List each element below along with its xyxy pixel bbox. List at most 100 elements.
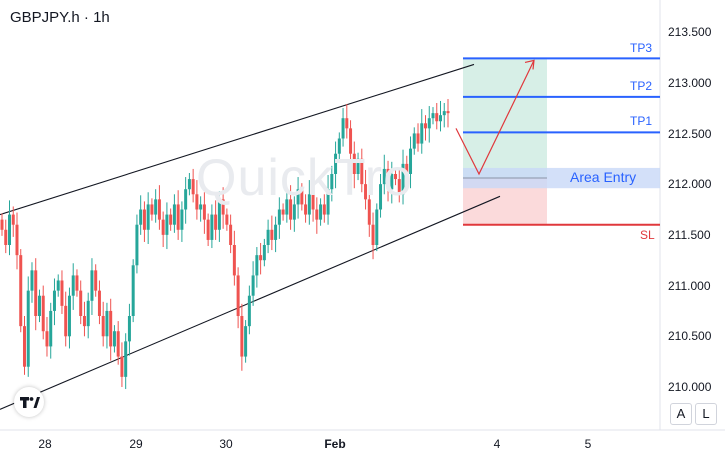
candle-body — [15, 224, 19, 256]
candle-body — [105, 310, 109, 337]
candle-body — [67, 295, 71, 337]
projection-path — [455, 60, 535, 176]
candle-body — [405, 163, 409, 174]
candle-body — [255, 255, 259, 276]
candle-body — [322, 204, 326, 215]
candle-body — [300, 189, 304, 205]
candle-body — [172, 204, 176, 225]
candle-body — [420, 123, 424, 144]
candle-body — [352, 153, 356, 174]
candle-body — [435, 113, 439, 122]
candle-body — [270, 229, 274, 240]
candle-body — [34, 270, 38, 316]
candle-body — [127, 316, 131, 342]
candle-body — [311, 194, 315, 210]
candle-body — [232, 245, 236, 276]
candle-body — [274, 224, 278, 240]
area-entry-label: Area Entry — [570, 169, 637, 185]
candle-body — [375, 209, 379, 245]
candle-body — [229, 224, 233, 245]
tradingview-logo[interactable] — [14, 387, 44, 417]
y-tick-label: 211.500 — [668, 228, 711, 242]
candle-body — [225, 214, 229, 225]
candle-body — [116, 331, 120, 357]
candle-body — [337, 138, 341, 154]
candle-body — [247, 295, 251, 327]
candle-body — [427, 118, 431, 129]
candle-body — [79, 290, 83, 316]
candle-body — [97, 290, 101, 316]
candle-body — [71, 275, 75, 296]
candle-body — [199, 204, 203, 210]
candle-body — [202, 204, 206, 220]
auto-scale-button[interactable]: A — [670, 403, 692, 425]
candle-body — [120, 356, 124, 377]
candle-body — [379, 184, 383, 210]
y-tick-label: 212.500 — [668, 127, 712, 141]
candle-body — [304, 204, 308, 215]
candle-body — [206, 219, 210, 240]
entry-zone — [463, 167, 660, 189]
candle-body — [131, 265, 135, 316]
candle-body — [56, 280, 60, 291]
candle-body — [401, 163, 405, 195]
candle-body — [394, 174, 398, 180]
candle-body — [49, 310, 53, 347]
y-tick-label: 212.000 — [668, 177, 712, 191]
candle-body — [180, 209, 184, 230]
candle-body — [397, 179, 401, 195]
candle-body — [176, 204, 180, 230]
x-tick-label: 5 — [584, 437, 592, 451]
candle-body — [315, 209, 319, 220]
tp2-label: TP2 — [630, 79, 653, 93]
x-tick-label: 28 — [38, 437, 52, 451]
sl-label: SL — [640, 228, 655, 242]
candle-body — [431, 113, 435, 119]
ticker-title: GBPJPY.h · 1h — [10, 9, 110, 26]
candle-body — [364, 184, 368, 200]
x-tick-label: 29 — [129, 437, 143, 451]
tp3-label: TP3 — [630, 41, 653, 55]
tp1-label: TP1 — [630, 114, 653, 128]
y-tick-label: 211.000 — [668, 279, 711, 293]
y-tick-label: 210.500 — [668, 329, 712, 343]
candle-body — [161, 219, 165, 235]
candle-body — [266, 229, 270, 245]
x-tick-label: 4 — [493, 437, 501, 451]
candle-body — [259, 255, 263, 261]
candle-body — [30, 270, 34, 291]
candle-body — [386, 168, 390, 190]
x-tick-label: 30 — [219, 437, 233, 451]
candle-body — [154, 199, 158, 215]
tradingview-logo-icon — [20, 397, 40, 408]
price-axis[interactable]: 213.500 213.000 212.500 212.000 211.500 … — [660, 0, 725, 430]
candle-body — [142, 209, 146, 230]
candle-body — [4, 229, 8, 245]
candle-body — [251, 275, 255, 296]
log-scale-button[interactable]: L — [695, 403, 717, 425]
candle-body — [349, 128, 353, 154]
candle-body — [330, 174, 334, 190]
candle-body — [442, 111, 446, 116]
candle-body — [240, 316, 244, 357]
candle-body — [86, 300, 90, 327]
candle-body — [262, 245, 266, 261]
watermark: QuickTro — [196, 149, 413, 207]
candle-body — [345, 118, 349, 129]
candle-body — [90, 270, 94, 301]
y-tick-label: 213.000 — [668, 76, 712, 90]
candle-body — [45, 331, 49, 347]
candle-body — [124, 341, 128, 377]
channel-upper-line — [0, 63, 475, 216]
y-tick-label: 213.500 — [668, 25, 712, 39]
candle-body — [409, 148, 413, 174]
projection-arrowhead — [524, 59, 535, 70]
candle-body — [382, 168, 386, 185]
candle-body — [439, 115, 443, 122]
candle-body — [169, 214, 173, 225]
candle-body — [296, 189, 300, 205]
candle-body — [135, 224, 139, 266]
candle-body — [60, 280, 64, 306]
